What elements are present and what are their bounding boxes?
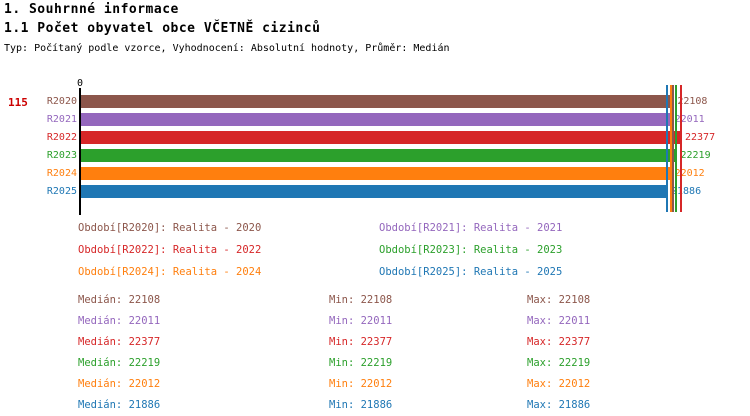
row-label-R2023: R2023 [46,150,77,161]
stat-median-cell: Medián: 22011 [78,315,161,327]
section-title: 1.1 Počet obyvatel obce VČETNĚ cizinců [4,21,321,36]
stat-median-cell: Medián: 21886 [78,399,161,411]
bar-value-R2022: 22377 [684,132,716,143]
value-line-R2022 [679,85,682,212]
bar-R2023 [81,149,677,162]
bar-R2025 [81,185,667,198]
stat-min-cell: Min: 22219 [329,357,393,369]
bar-value-R2020: 22108 [677,96,708,107]
bar-R2020 [81,95,674,108]
stat-median-cell: Medián: 22219 [78,357,161,369]
stat-median-cell: Medián: 22108 [78,294,161,306]
y-axis-line [79,88,81,215]
row-label-R2024: R2024 [46,168,77,179]
bar-R2024 [81,167,671,180]
stat-min-cell: Min: 22377 [329,336,393,348]
stat-min-cell: Min: 22012 [329,378,393,390]
page-title: 1. Souhrnné informace [4,2,179,17]
row-label-R2021: R2021 [46,114,77,125]
stat-median-cell: Medián: 22377 [78,336,161,348]
value-line-R2024 [669,85,672,212]
axis-origin-label: 0 [76,78,84,89]
axis-left-value: 115 [8,96,28,109]
row-label-R2020: R2020 [46,96,77,107]
bar-value-R2025: 21886 [671,186,702,197]
stat-max-cell: Max: 22108 [527,294,591,306]
stat-max-cell: Max: 22219 [527,357,591,369]
bar-value-R2021: 22011 [674,114,705,125]
stat-max-cell: Max: 22011 [527,315,591,327]
value-line-R2025 [666,85,668,212]
bar-R2022 [81,131,681,144]
bar-value-R2024: 22012 [674,168,705,179]
stat-max-cell: Max: 22377 [527,336,591,348]
value-line-R2023 [675,85,678,212]
legend-item: Období[R2021]: Realita - 2021 [379,222,563,234]
chart-meta-line: Typ: Počítaný podle vzorce, Vyhodnocení:… [4,43,450,54]
stat-max-cell: Max: 21886 [527,399,591,411]
legend-item: Období[R2023]: Realita - 2023 [379,244,563,256]
bar-R2021 [81,113,671,126]
stat-min-cell: Min: 22108 [329,294,393,306]
legend-item: Období[R2020]: Realita - 2020 [78,222,262,234]
legend-item: Období[R2025]: Realita - 2025 [379,266,563,278]
legend-item: Období[R2022]: Realita - 2022 [78,244,262,256]
stat-min-cell: Min: 21886 [329,399,393,411]
stat-median-cell: Medián: 22012 [78,378,161,390]
row-label-R2025: R2025 [46,186,77,197]
stat-max-cell: Max: 22012 [527,378,591,390]
stat-min-cell: Min: 22011 [329,315,393,327]
row-label-R2022: R2022 [46,132,77,143]
value-line-R2020 [672,85,675,212]
legend-item: Období[R2024]: Realita - 2024 [78,266,262,278]
bar-value-R2023: 22219 [680,150,711,161]
